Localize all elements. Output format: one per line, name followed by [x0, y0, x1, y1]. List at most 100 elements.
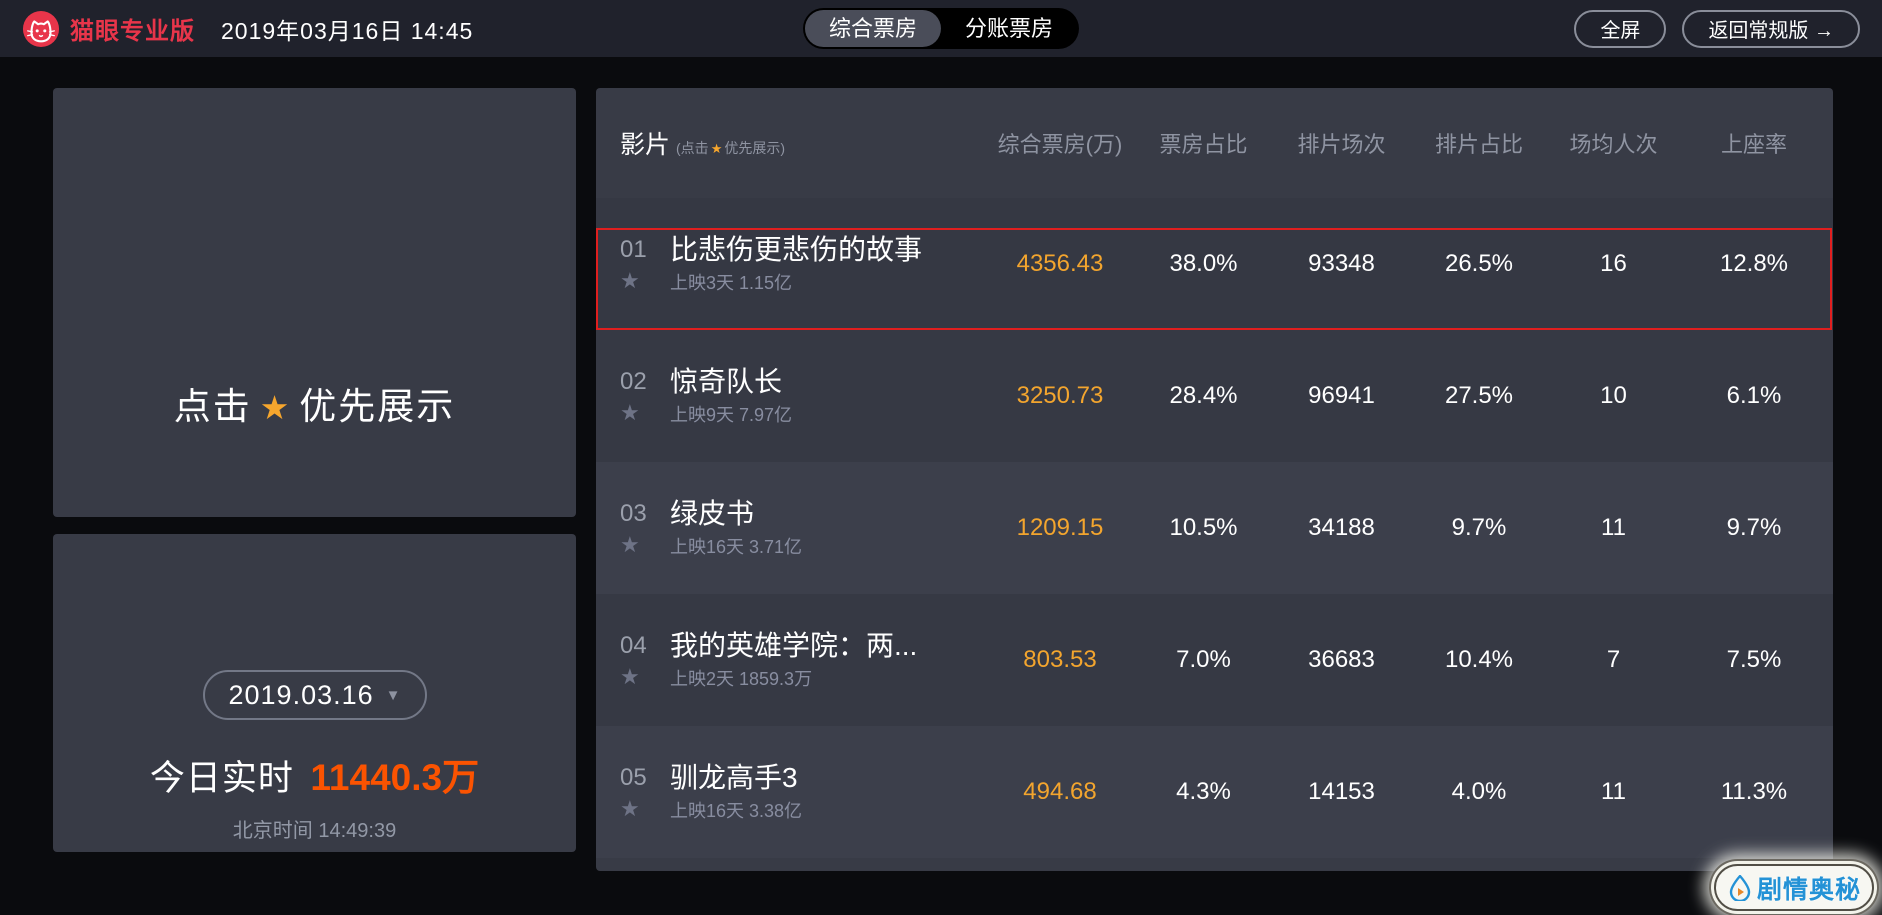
screenings-value: 96941: [1308, 382, 1375, 409]
rank-column: 04 ★: [620, 629, 670, 691]
screening-share-value: 9.7%: [1451, 514, 1507, 541]
realtime-panel: 2019.03.16 ▼ 今日实时 11440.3万 北京时间 14:49:39: [53, 534, 576, 852]
star-icon: ★: [259, 389, 292, 426]
brand[interactable]: 猫眼专业版: [22, 10, 195, 48]
avg-attendance-value: 10: [1600, 382, 1627, 409]
rank-column: 02 ★: [620, 365, 670, 427]
rank-label: 01: [620, 236, 647, 263]
promo-panel: 点击 ★ 优先展示: [53, 88, 576, 517]
film-info: 绿皮书 上映16天 3.71亿: [670, 496, 802, 560]
column-header-screening-share: 排片占比: [1434, 132, 1523, 157]
film-cell: 05 ★ 驯龙高手3 上映16天 3.38亿: [620, 760, 985, 824]
screening-share-value: 10.4%: [1444, 646, 1514, 673]
favorite-star-icon[interactable]: ★: [620, 796, 640, 821]
occupancy-value: 12.8%: [1719, 250, 1789, 277]
rank-column: 05 ★: [620, 761, 670, 823]
drop-logo-icon: [1729, 874, 1751, 901]
rank-label: 02: [620, 368, 647, 395]
realtime-label: 今日实时: [149, 759, 294, 798]
boxoffice-value: 4356.43: [1016, 250, 1104, 277]
occupancy-value: 7.5%: [1726, 646, 1782, 673]
beijing-time: 北京时间 14:49:39: [232, 820, 397, 842]
film-cell: 02 ★ 惊奇队长 上映9天 7.97亿: [620, 364, 985, 428]
tab-split-boxoffice[interactable]: 分账票房: [965, 16, 1054, 41]
film-info: 比悲伤更悲伤的故事 上映3天 1.15亿: [670, 232, 922, 296]
table-row[interactable]: 02 ★ 惊奇队长 上映9天 7.97亿 3250.73 28.4% 96941…: [596, 330, 1833, 462]
table-row[interactable]: 03 ★ 绿皮书 上映16天 3.71亿 1209.15 10.5% 34188…: [596, 462, 1833, 594]
film-title: 驯龙高手3: [670, 762, 798, 793]
realtime-line: 今日实时 11440.3万: [53, 747, 576, 801]
column-header-screenings: 排片场次: [1297, 132, 1386, 157]
promo-prefix: 点击: [173, 386, 252, 427]
boxoffice-value: 1209.15: [1016, 514, 1104, 541]
promo-suffix: 优先展示: [299, 386, 456, 427]
film-header-note: (点击 ★ 优先展示): [676, 138, 785, 158]
screenings-value: 36683: [1308, 646, 1375, 673]
top-bar: 猫眼专业版 2019年03月16日 14:45 综合票房 分账票房 全屏 返回常…: [0, 0, 1882, 57]
rank-label: 05: [620, 764, 647, 791]
favorite-star-icon[interactable]: ★: [620, 268, 640, 293]
rank-column: 03 ★: [620, 497, 670, 559]
brand-name: 猫眼专业版: [70, 18, 195, 45]
screening-share-value: 27.5%: [1444, 382, 1514, 409]
column-header-occupancy: 上座率: [1720, 132, 1787, 157]
promo-text: 点击 ★ 优先展示: [53, 376, 576, 430]
rank-column: 01 ★: [620, 233, 670, 295]
screenings-value: 93348: [1308, 250, 1375, 277]
maoyan-cat-logo-icon: [22, 10, 60, 48]
film-title: 比悲伤更悲伤的故事: [670, 234, 923, 265]
boxoffice-mode-toggle: 综合票房 分账票房: [802, 8, 1080, 49]
avg-attendance-value: 11: [1601, 778, 1626, 805]
occupancy-value: 9.7%: [1726, 514, 1782, 541]
film-title: 绿皮书: [670, 498, 755, 529]
boxoffice-share-value: 38.0%: [1169, 250, 1238, 277]
film-release-info: 上映9天 7.97亿: [670, 405, 793, 425]
boxoffice-table: 影片 (点击 ★ 优先展示) 综合票房(万) 票房占比 排片场次 排片占比 场均人次…: [596, 88, 1833, 871]
screenings-value: 14153: [1308, 778, 1375, 805]
realtime-value: 11440.3万: [310, 757, 480, 798]
film-release-info: 上映2天 1859.3万: [670, 669, 813, 689]
favorite-star-icon[interactable]: ★: [620, 532, 640, 557]
boxoffice-share-value: 7.0%: [1176, 646, 1231, 673]
film-title: 惊奇队长: [670, 366, 783, 397]
film-note-prefix: (点击: [676, 140, 709, 156]
date-selector[interactable]: 2019.03.16 ▼: [202, 670, 427, 720]
avg-attendance-value: 16: [1600, 250, 1627, 277]
film-info: 惊奇队长 上映9天 7.97亿: [670, 364, 792, 428]
favorite-star-icon[interactable]: ★: [620, 664, 640, 689]
table-header: 影片 (点击 ★ 优先展示) 综合票房(万) 票房占比 排片场次 排片占比 场均人次…: [596, 88, 1833, 198]
table-row[interactable]: 01 ★ 比悲伤更悲伤的故事 上映3天 1.15亿 4356.43 38.0% …: [596, 198, 1833, 330]
watermark-badge: 剧情奥秘: [1714, 864, 1874, 911]
avg-attendance-value: 11: [1601, 514, 1626, 541]
avg-attendance-value: 7: [1606, 646, 1621, 673]
topbar-actions: 全屏 返回常规版 →: [1574, 9, 1860, 48]
column-header-avg-attendance: 场均人次: [1569, 132, 1658, 157]
back-to-normal-button[interactable]: 返回常规版 →: [1682, 9, 1860, 48]
table-body: 01 ★ 比悲伤更悲伤的故事 上映3天 1.15亿 4356.43 38.0% …: [596, 198, 1833, 858]
boxoffice-value: 3250.73: [1016, 382, 1104, 409]
film-release-info: 上映16天 3.38亿: [670, 801, 803, 821]
screenings-value: 34188: [1308, 514, 1375, 541]
table-row[interactable]: 05 ★ 驯龙高手3 上映16天 3.38亿 494.68 4.3% 14153…: [596, 726, 1833, 858]
star-icon: ★: [710, 141, 723, 156]
boxoffice-value: 803.53: [1023, 646, 1097, 673]
tab-composite-boxoffice[interactable]: 综合票房: [804, 10, 941, 47]
fullscreen-button[interactable]: 全屏: [1574, 9, 1667, 48]
film-release-info: 上映16天 3.71亿: [670, 537, 803, 557]
date-selector-value: 2019.03.16: [228, 679, 374, 710]
film-info: 我的英雄学院：两... 上映2天 1859.3万: [670, 628, 917, 692]
favorite-star-icon[interactable]: ★: [620, 400, 640, 425]
table-row[interactable]: 04 ★ 我的英雄学院：两... 上映2天 1859.3万 803.53 7.0…: [596, 594, 1833, 726]
rank-label: 03: [620, 500, 647, 527]
film-title: 我的英雄学院：两...: [670, 630, 918, 661]
film-release-info: 上映3天 1.15亿: [670, 273, 793, 293]
film-cell: 01 ★ 比悲伤更悲伤的故事 上映3天 1.15亿: [620, 232, 985, 296]
current-datetime: 2019年03月16日 14:45: [221, 17, 474, 44]
screening-share-value: 4.0%: [1451, 778, 1507, 805]
column-header-boxoffice: 综合票房(万): [997, 132, 1123, 157]
column-header-boxoffice-share: 票房占比: [1159, 132, 1248, 157]
screening-share-value: 26.5%: [1444, 250, 1514, 277]
film-note-suffix: 优先展示): [724, 140, 786, 156]
boxoffice-share-value: 10.5%: [1169, 514, 1238, 541]
boxoffice-share-value: 4.3%: [1176, 778, 1231, 805]
